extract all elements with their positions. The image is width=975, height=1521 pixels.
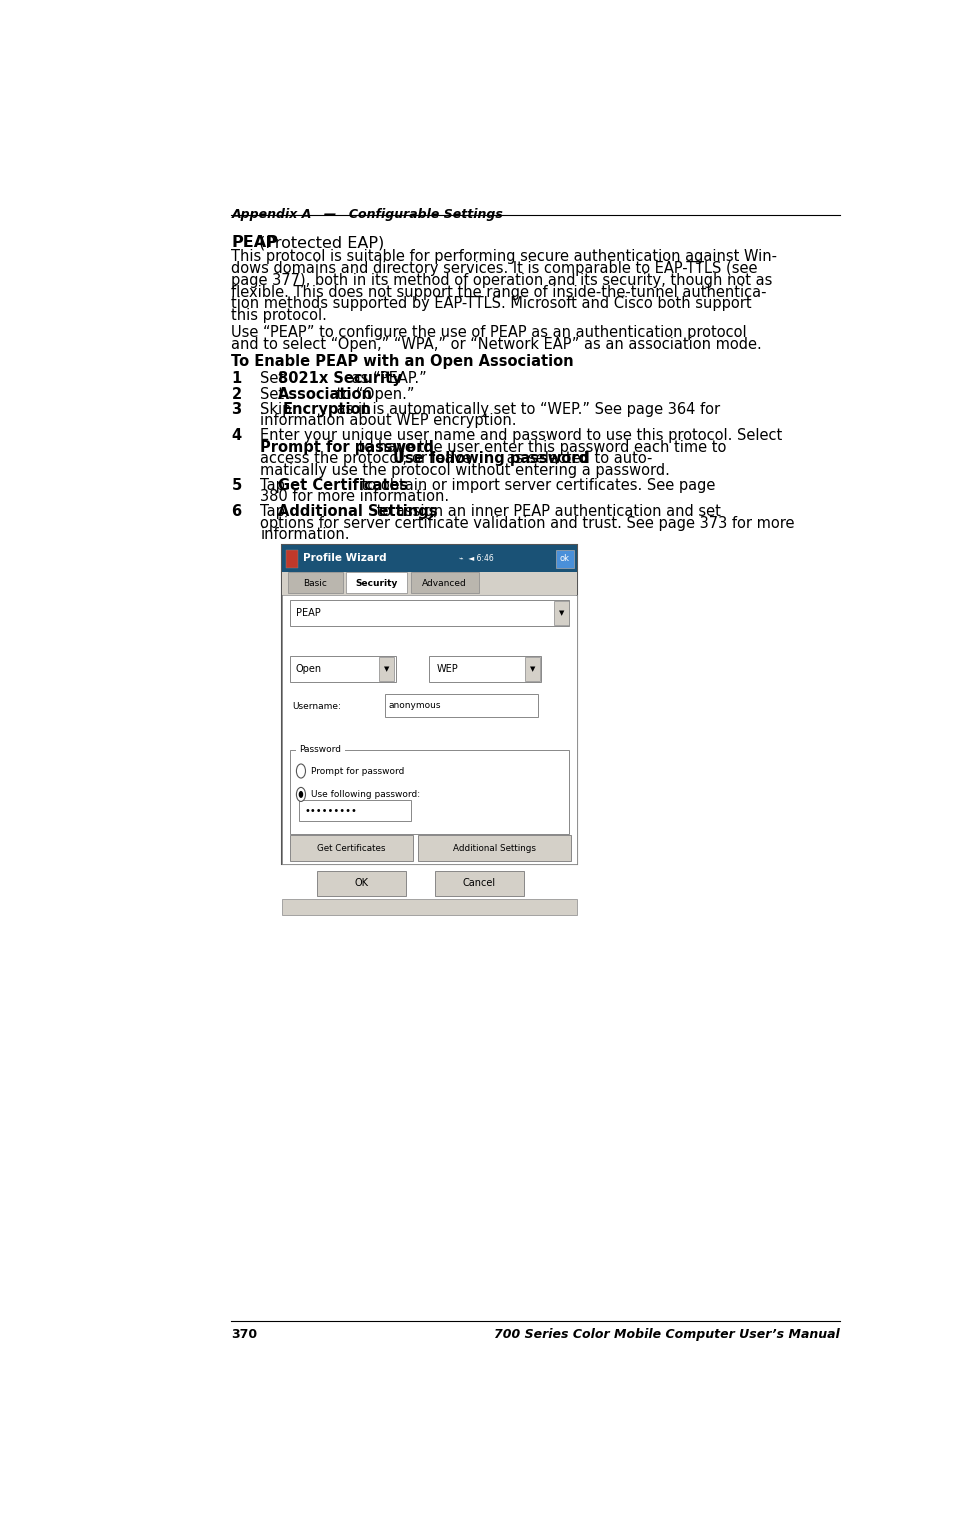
Text: 380 for more information.: 380 for more information. [260, 490, 449, 505]
Bar [385, 694, 538, 716]
Bar [417, 835, 571, 861]
Bar [282, 899, 577, 916]
Text: Profile Wizard: Profile Wizard [303, 554, 387, 563]
Text: to have the user enter this password each time to: to have the user enter this password eac… [355, 440, 726, 455]
Bar [290, 750, 569, 834]
Text: Use following password: Use following password [393, 452, 589, 467]
Text: PEAP: PEAP [295, 608, 321, 618]
Bar [298, 800, 410, 821]
Text: •••••••••: ••••••••• [305, 806, 358, 815]
Text: anonymous: anonymous [388, 701, 441, 710]
Bar [290, 835, 413, 861]
Circle shape [296, 788, 305, 802]
Bar [282, 595, 577, 864]
Text: Encryption: Encryption [283, 402, 371, 417]
Text: Cancel: Cancel [463, 879, 496, 888]
Text: 2: 2 [231, 386, 242, 402]
Text: Basic: Basic [303, 580, 328, 589]
Text: Association: Association [292, 659, 341, 668]
Text: Set: Set [260, 386, 289, 402]
Text: access the protocol; or leave: access the protocol; or leave [260, 452, 476, 467]
Bar [318, 870, 406, 896]
Text: to obtain or import server certificates. See page: to obtain or import server certificates.… [357, 478, 716, 493]
Text: to “Open.”: to “Open.” [332, 386, 415, 402]
Text: ▼: ▼ [559, 610, 565, 616]
Bar [410, 572, 479, 593]
Text: 5: 5 [231, 478, 242, 493]
Text: Tap: Tap [260, 478, 290, 493]
Text: PEAP: PEAP [231, 236, 278, 251]
Bar [286, 549, 298, 569]
Text: ok: ok [560, 554, 569, 563]
Text: To Enable PEAP with an Open Association: To Enable PEAP with an Open Association [231, 354, 574, 370]
Text: as it is automatically set to “WEP.” See page 364 for: as it is automatically set to “WEP.” See… [332, 402, 721, 417]
Text: Prompt for password: Prompt for password [311, 767, 405, 776]
Text: Prompt for password: Prompt for password [260, 440, 434, 455]
Text: information.: information. [260, 528, 350, 543]
Text: ⌁  ◄ 6:46: ⌁ ◄ 6:46 [459, 554, 493, 563]
Text: 8021x Security: 8021x Security [278, 371, 402, 386]
Text: as “PEAP.”: as “PEAP.” [347, 371, 427, 386]
Text: Additional Settings: Additional Settings [452, 844, 535, 853]
Bar [282, 545, 577, 864]
Text: this protocol.: this protocol. [231, 309, 328, 322]
Bar [429, 656, 541, 681]
Text: Association: Association [278, 386, 372, 402]
Bar [289, 572, 342, 593]
Bar [290, 656, 396, 681]
Text: Encryption: Encryption [429, 659, 476, 668]
Text: and to select “Open,” “WPA,” or “Network EAP” as an association mode.: and to select “Open,” “WPA,” or “Network… [231, 338, 762, 353]
Text: This protocol is suitable for performing secure authentication against Win-: This protocol is suitable for performing… [231, 249, 777, 265]
Bar [554, 601, 569, 625]
Text: Appendix A — Configurable Settings: Appendix A — Configurable Settings [231, 208, 503, 221]
Text: 6: 6 [231, 505, 242, 520]
Text: 1: 1 [231, 371, 242, 386]
Text: Skip: Skip [260, 402, 296, 417]
Text: 4: 4 [231, 429, 242, 443]
Text: Use “PEAP” to configure the use of PEAP as an authentication protocol: Use “PEAP” to configure the use of PEAP … [231, 325, 747, 341]
Circle shape [298, 791, 303, 799]
Text: (Protected EAP): (Protected EAP) [254, 236, 384, 251]
Text: flexible. This does not support the range of inside-the-tunnel authentica-: flexible. This does not support the rang… [231, 284, 767, 300]
Text: options for server certificate validation and trust. See page 373 for more: options for server certificate validatio… [260, 516, 795, 531]
Text: Set: Set [260, 371, 289, 386]
Circle shape [296, 764, 305, 779]
Bar [379, 657, 394, 681]
Bar [290, 599, 569, 625]
Text: 3: 3 [231, 402, 242, 417]
Text: OK: OK [355, 879, 369, 888]
Text: page 377), both in its method of operation and its security, though not as: page 377), both in its method of operati… [231, 272, 773, 287]
Text: Open: Open [295, 665, 322, 674]
Bar [525, 657, 540, 681]
Text: information about WEP encryption.: information about WEP encryption. [260, 414, 517, 429]
Text: Get Certificates: Get Certificates [278, 478, 409, 493]
Text: ▼: ▼ [384, 666, 389, 672]
Bar [346, 572, 407, 593]
Text: Username:: Username: [292, 703, 341, 712]
Text: Get Certificates: Get Certificates [317, 844, 386, 853]
Text: 370: 370 [231, 1328, 257, 1342]
Text: ▼: ▼ [529, 666, 535, 672]
Text: WEP: WEP [437, 665, 458, 674]
Bar [556, 549, 573, 569]
Text: 700 Series Color Mobile Computer User’s Manual: 700 Series Color Mobile Computer User’s … [494, 1328, 839, 1342]
Text: Security: Security [355, 580, 398, 589]
Text: Password: Password [298, 745, 340, 754]
Text: Additional Settings: Additional Settings [278, 505, 438, 520]
Bar [435, 870, 524, 896]
Text: Use following password:: Use following password: [311, 789, 420, 799]
Text: 8021x Security: 8021x Security [395, 602, 464, 611]
Text: matically use the protocol without entering a password.: matically use the protocol without enter… [260, 462, 670, 478]
Text: to assign an inner PEAP authentication and set: to assign an inner PEAP authentication a… [372, 505, 722, 520]
Text: as selected to auto-: as selected to auto- [502, 452, 653, 467]
Text: dows domains and directory services. It is comparable to EAP-TTLS (see: dows domains and directory services. It … [231, 262, 758, 277]
Bar [282, 545, 577, 572]
Text: Enter your unique user name and password to use this protocol. Select: Enter your unique user name and password… [260, 429, 782, 443]
Text: tion methods supported by EAP-TTLS. Microsoft and Cisco both support: tion methods supported by EAP-TTLS. Micr… [231, 297, 752, 312]
Bar [282, 572, 577, 595]
Text: Advanced: Advanced [422, 580, 467, 589]
Bar [295, 741, 345, 759]
Text: Tap: Tap [260, 505, 290, 520]
